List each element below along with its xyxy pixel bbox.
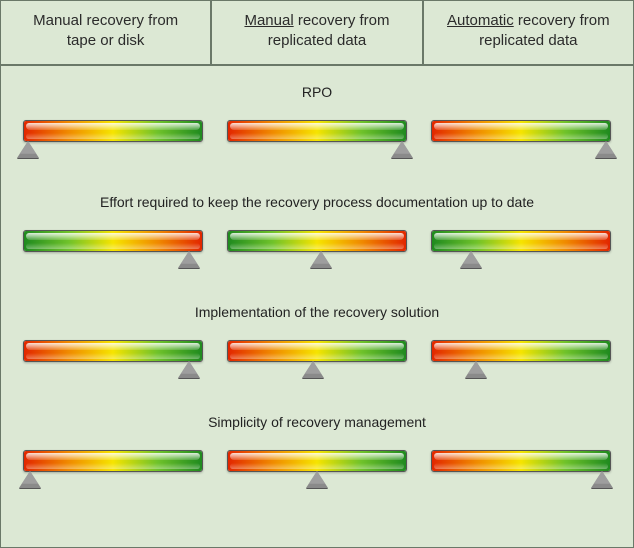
gauge-gloss-bottom (230, 353, 404, 359)
bars-row-3 (1, 450, 633, 472)
header-cell-1: Manual recovery from replicated data (212, 1, 423, 64)
gauge-gloss-top (230, 123, 404, 130)
criterion-title-3: Simplicity of recovery management (1, 414, 633, 430)
criterion-title-1: Effort required to keep the recovery pro… (1, 194, 633, 210)
gauge-gloss-top (26, 123, 200, 130)
gauge-2-0 (23, 340, 203, 362)
gauge-3-1 (227, 450, 407, 472)
pointer-icon (465, 361, 487, 378)
gauge-gloss-top (230, 453, 404, 460)
header-cell-2: Automatic recovery from replicated data (424, 1, 633, 64)
header-emph-2: Automatic (447, 12, 514, 29)
gauge-bar (227, 230, 407, 252)
gauge-bar (227, 120, 407, 142)
gauge-gloss-top (434, 233, 608, 240)
header-row: Manual recovery fromtape or diskManual r… (1, 1, 633, 66)
gauge-bar (23, 230, 203, 252)
criterion-section-0: RPO (1, 66, 633, 176)
bars-row-0 (1, 120, 633, 142)
gauge-gloss-top (26, 343, 200, 350)
gauge-gloss-bottom (230, 463, 404, 469)
gauge-3-2 (431, 450, 611, 472)
criterion-title-0: RPO (1, 84, 633, 100)
gauge-gloss-bottom (230, 243, 404, 249)
gauge-gloss-top (26, 233, 200, 240)
pointer-icon (306, 471, 328, 488)
gauge-gloss-bottom (434, 463, 608, 469)
bars-row-2 (1, 340, 633, 362)
pointer-icon (178, 361, 200, 378)
pointer-icon (591, 471, 613, 488)
gauge-bar (431, 230, 611, 252)
gauge-gloss-bottom (230, 133, 404, 139)
gauge-gloss-bottom (434, 243, 608, 249)
gauge-2-1 (227, 340, 407, 362)
header-cell-0: Manual recovery fromtape or disk (1, 1, 212, 64)
header-line2-0: tape or disk (7, 31, 204, 51)
gauge-bar (431, 120, 611, 142)
gauge-gloss-top (434, 453, 608, 460)
sections-container: RPO Effort required to keep the recovery … (1, 66, 633, 506)
gauge-1-0 (23, 230, 203, 252)
gauge-gloss-bottom (26, 353, 200, 359)
gauge-1-1 (227, 230, 407, 252)
gauge-0-0 (23, 120, 203, 142)
gauge-gloss-top (434, 123, 608, 130)
gauge-bar (23, 340, 203, 362)
criterion-title-2: Implementation of the recovery solution (1, 304, 633, 320)
gauge-bar (23, 120, 203, 142)
gauge-bar (431, 340, 611, 362)
gauge-gloss-bottom (26, 133, 200, 139)
gauge-gloss-bottom (26, 243, 200, 249)
gauge-gloss-bottom (434, 133, 608, 139)
gauge-1-2 (431, 230, 611, 252)
gauge-gloss-top (230, 233, 404, 240)
pointer-icon (391, 141, 413, 158)
pointer-icon (178, 251, 200, 268)
pointer-icon (460, 251, 482, 268)
criterion-section-2: Implementation of the recovery solution (1, 286, 633, 396)
criterion-section-1: Effort required to keep the recovery pro… (1, 176, 633, 286)
pointer-icon (595, 141, 617, 158)
pointer-icon (17, 141, 39, 158)
gauge-0-1 (227, 120, 407, 142)
gauge-gloss-top (26, 453, 200, 460)
gauge-gloss-bottom (26, 463, 200, 469)
gauge-gloss-top (434, 343, 608, 350)
gauge-gloss-top (230, 343, 404, 350)
gauge-bar (227, 450, 407, 472)
gauge-gloss-bottom (434, 353, 608, 359)
gauge-3-0 (23, 450, 203, 472)
header-line1-0: Manual recovery from (7, 11, 204, 31)
gauge-bar (23, 450, 203, 472)
gauge-bar (431, 450, 611, 472)
criterion-section-3: Simplicity of recovery management (1, 396, 633, 506)
pointer-icon (302, 361, 324, 378)
pointer-icon (310, 251, 332, 268)
header-emph-1: Manual (244, 12, 293, 29)
gauge-2-2 (431, 340, 611, 362)
gauge-bar (227, 340, 407, 362)
bars-row-1 (1, 230, 633, 252)
gauge-0-2 (431, 120, 611, 142)
pointer-icon (19, 471, 41, 488)
